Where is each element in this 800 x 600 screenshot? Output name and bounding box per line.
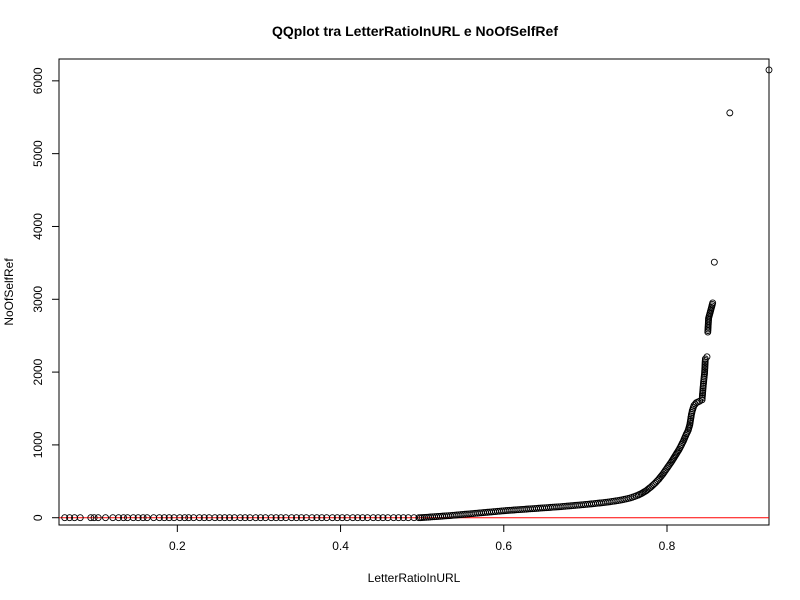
data-point — [390, 514, 398, 522]
data-point — [765, 66, 773, 74]
data-point — [726, 109, 734, 117]
data-point — [374, 514, 382, 522]
x-tick-label: 0.2 — [169, 539, 186, 553]
data-point — [200, 514, 208, 522]
data-point — [129, 514, 137, 522]
data-point — [165, 514, 173, 522]
data-point — [277, 514, 285, 522]
x-tick-label: 0.6 — [495, 539, 512, 553]
data-point — [703, 353, 711, 361]
data-point — [272, 514, 280, 522]
data-point — [308, 514, 316, 522]
data-point — [328, 514, 336, 522]
data-point — [134, 514, 142, 522]
data-point — [333, 514, 341, 522]
data-point — [195, 514, 203, 522]
data-point — [709, 299, 717, 307]
data-point — [399, 514, 407, 522]
data-point — [66, 514, 74, 522]
data-point — [257, 514, 265, 522]
x-tick-label: 0.4 — [332, 539, 349, 553]
y-axis: 0 1000 2000 3000 4000 5000 6000 — [31, 67, 59, 521]
data-point — [293, 514, 300, 522]
data-point — [241, 514, 249, 522]
data-point — [181, 514, 189, 522]
data-point — [267, 514, 275, 522]
data-point — [226, 514, 234, 522]
y-tick-label: 2000 — [31, 358, 45, 385]
data-point — [349, 514, 357, 522]
data-point — [211, 514, 219, 522]
data-points — [61, 66, 773, 522]
data-point — [369, 514, 377, 522]
y-tick-label: 0 — [31, 514, 45, 521]
data-point — [176, 514, 184, 522]
y-tick-label: 5000 — [31, 140, 45, 167]
data-point — [61, 514, 69, 522]
data-point — [338, 514, 346, 522]
data-point — [288, 514, 296, 522]
data-point — [410, 514, 418, 522]
data-point — [379, 514, 387, 522]
y-tick-label: 4000 — [31, 213, 45, 240]
data-point — [395, 514, 402, 522]
plot-box — [58, 58, 770, 526]
y-tick-label: 6000 — [31, 67, 45, 94]
x-axis: 0.2 0.4 0.6 0.8 — [169, 525, 676, 553]
data-point — [139, 514, 147, 522]
y-axis-label: NoOfSelfRef — [2, 258, 16, 326]
data-point — [94, 514, 102, 522]
data-point — [143, 514, 151, 522]
data-point — [710, 258, 718, 266]
data-point — [76, 514, 84, 522]
data-point — [297, 514, 305, 522]
y-tick-label: 1000 — [31, 431, 45, 458]
y-tick-label: 3000 — [31, 286, 45, 313]
data-point — [318, 514, 326, 522]
chart-title: QQplot tra LetterRatioInURL e NoOfSelfRe… — [272, 23, 558, 39]
data-point — [102, 514, 109, 522]
x-tick-label: 0.8 — [659, 539, 676, 553]
x-axis-label: LetterRatioInURL — [368, 571, 461, 585]
data-point — [160, 514, 168, 522]
data-point — [236, 514, 244, 522]
data-point — [115, 514, 123, 522]
data-point — [252, 514, 260, 522]
data-point — [87, 514, 95, 522]
data-point — [90, 514, 98, 522]
data-point — [359, 514, 367, 522]
data-point — [216, 514, 224, 522]
data-point — [354, 514, 362, 522]
data-point — [185, 514, 193, 522]
data-point — [120, 514, 127, 522]
data-point — [155, 514, 163, 522]
data-point — [701, 355, 709, 363]
data-point — [313, 514, 321, 522]
data-point — [221, 514, 229, 522]
